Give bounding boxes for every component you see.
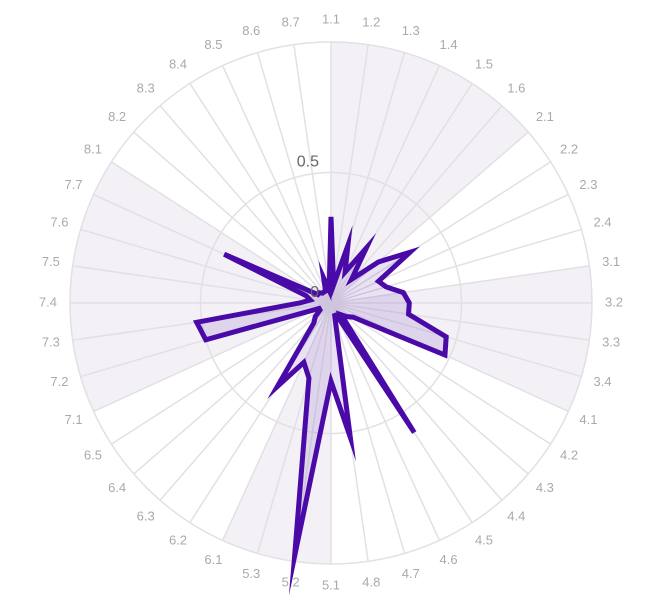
category-label: 4.6: [440, 552, 458, 567]
spoke: [111, 161, 332, 304]
category-label: 4.2: [560, 447, 578, 462]
spoke: [330, 83, 473, 304]
spoke: [133, 131, 332, 304]
category-label: 7.6: [50, 215, 68, 230]
category-label: 3.4: [593, 374, 611, 389]
sector-shade: [331, 265, 592, 412]
spoke: [330, 228, 582, 304]
category-label: 5.3: [242, 566, 260, 581]
category-label: 3.2: [605, 294, 623, 309]
spoke: [330, 161, 551, 304]
category-label: 8.6: [242, 23, 260, 38]
spoke: [159, 105, 332, 304]
sector-shade: [331, 42, 529, 303]
spoke: [189, 83, 332, 304]
category-label: 1.3: [402, 23, 420, 38]
category-label: 7.2: [50, 374, 68, 389]
category-label: 4.5: [475, 533, 493, 548]
spoke: [72, 265, 332, 304]
category-label: 1.5: [475, 56, 493, 71]
category-label: 7.3: [42, 335, 60, 350]
y-tick-label: 0: [310, 284, 319, 301]
category-label: 1.1: [322, 11, 340, 26]
sector-shade: [70, 161, 332, 412]
category-label: 7.7: [65, 177, 83, 192]
category-label: 6.2: [169, 533, 187, 548]
category-label: 6.1: [204, 552, 222, 567]
category-label: 3.1: [602, 254, 620, 269]
category-label: 4.8: [362, 575, 380, 590]
y-tick-label: 0.5: [297, 154, 319, 171]
spoke: [330, 302, 503, 501]
category-label: 2.4: [593, 215, 611, 230]
category-label: 1.4: [440, 37, 458, 52]
category-label: 8.3: [137, 81, 155, 96]
spoke: [221, 302, 332, 541]
spoke: [93, 302, 332, 413]
spoke: [330, 131, 529, 304]
category-label: 7.1: [65, 412, 83, 427]
spoke: [330, 302, 582, 378]
spoke: [330, 265, 590, 304]
spoke: [111, 302, 332, 445]
spoke: [159, 302, 332, 501]
spoke: [256, 302, 332, 554]
spoke: [293, 44, 332, 304]
category-label: 8.1: [84, 141, 102, 156]
category-label: 1.6: [507, 81, 525, 96]
category-label: 6.5: [84, 447, 102, 462]
category-label: 5.1: [322, 577, 340, 592]
category-label: 8.5: [204, 37, 222, 52]
category-label: 2.3: [579, 177, 597, 192]
spoke: [330, 193, 569, 304]
spoke: [330, 302, 569, 413]
spoke: [330, 302, 406, 554]
spoke: [330, 44, 369, 304]
radar-area: [192, 216, 449, 596]
category-label: 4.7: [402, 566, 420, 581]
spoke: [330, 65, 441, 304]
spoke: [330, 302, 529, 475]
category-label: 8.2: [108, 109, 126, 124]
category-label: 1.2: [362, 14, 380, 29]
category-label: 2.2: [560, 141, 578, 156]
category-label: 7.5: [42, 254, 60, 269]
spoke: [330, 302, 590, 341]
category-label: 4.3: [536, 480, 554, 495]
category-label: 2.1: [536, 109, 554, 124]
category-label: 6.4: [108, 480, 126, 495]
spoke: [189, 302, 332, 523]
category-label: 4.4: [507, 508, 525, 523]
category-label: 7.4: [39, 294, 57, 309]
spoke: [330, 105, 503, 304]
spoke: [133, 302, 332, 475]
category-label: 4.1: [579, 412, 597, 427]
spoke: [80, 228, 332, 304]
category-label: 3.3: [602, 335, 620, 350]
category-label: 6.3: [137, 508, 155, 523]
spoke: [221, 65, 332, 304]
spoke: [330, 302, 441, 541]
spoke: [330, 302, 551, 445]
category-label: 8.7: [282, 14, 300, 29]
category-label: 8.4: [169, 56, 187, 71]
